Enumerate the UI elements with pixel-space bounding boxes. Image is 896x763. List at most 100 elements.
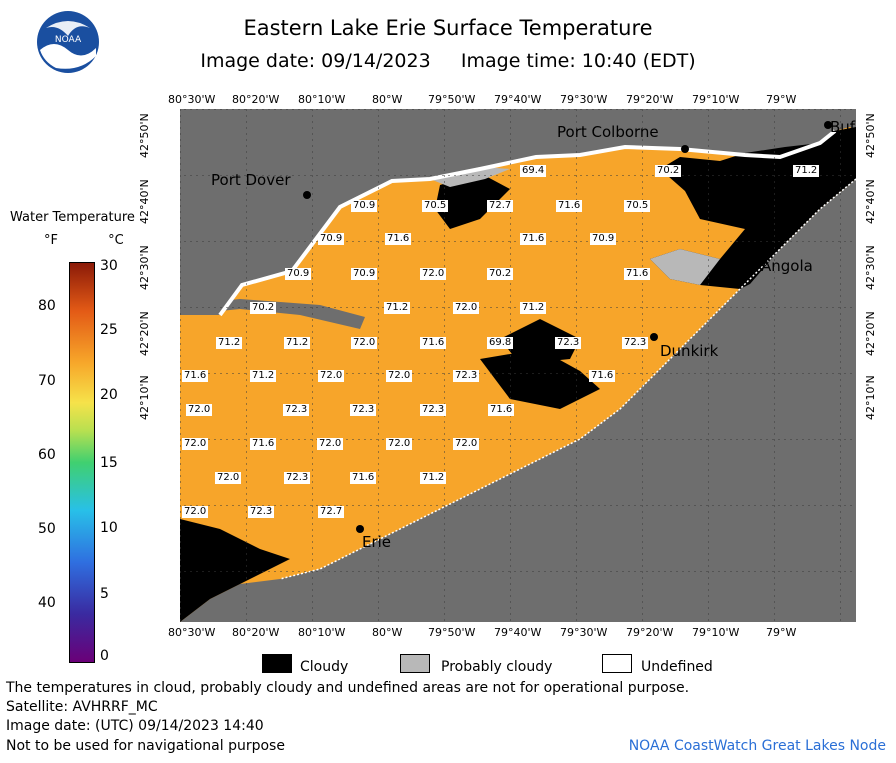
legend-c-tick: 5: [100, 586, 109, 602]
temperature-label: 71.2: [216, 337, 243, 349]
temperature-label: 72.0: [186, 404, 213, 416]
temperature-label: 72.0: [318, 370, 345, 382]
temperature-label: 71.6: [624, 268, 651, 280]
temperature-label: 71.2: [793, 165, 820, 177]
temperature-label: 69.8: [487, 337, 514, 349]
noaa-logo: NOAA: [36, 10, 100, 74]
lon-tick: 79°40'W: [494, 626, 542, 639]
lat-tick: 42°10'N: [864, 375, 877, 420]
temperature-label: 71.6: [250, 438, 277, 450]
lon-tick: 80°W: [372, 93, 403, 106]
temperature-label: 72.3: [350, 404, 377, 416]
temperature-label: 72.7: [318, 506, 345, 518]
temperature-label: 70.9: [351, 268, 378, 280]
lon-tick: 80°10'W: [298, 626, 346, 639]
temperature-label: 72.0: [317, 438, 344, 450]
temperature-label: 72.0: [386, 438, 413, 450]
temperature-label: 71.6: [556, 200, 583, 212]
color-scale-bar: [69, 262, 95, 663]
unit-c: °C: [108, 233, 124, 248]
lon-tick: 79°50'W: [428, 93, 476, 106]
temperature-label: 72.0: [453, 302, 480, 314]
temperature-label: 72.3: [284, 472, 311, 484]
lon-tick: 79°10'W: [692, 626, 740, 639]
city-marker: [756, 249, 764, 257]
legend-c-tick: 15: [100, 455, 118, 471]
lat-tick: 42°20'N: [864, 311, 877, 356]
temperature-label: 72.0: [215, 472, 242, 484]
legend-f-tick: 80: [38, 298, 56, 314]
legend-c-tick: 0: [100, 648, 109, 664]
probably-cloudy-swatch: [400, 654, 430, 673]
temperature-label: 70.9: [285, 268, 312, 280]
temperature-label: 70.9: [590, 233, 617, 245]
lon-tick: 79°20'W: [626, 626, 674, 639]
temperature-label: 71.6: [520, 233, 547, 245]
lat-tick: 42°30'N: [138, 245, 151, 290]
temperature-label: 72.0: [351, 337, 378, 349]
temperature-label: 70.9: [351, 200, 378, 212]
lat-tick: 42°50'N: [138, 113, 151, 158]
legend-c-tick: 20: [100, 387, 118, 403]
temperature-label: 70.2: [655, 165, 682, 177]
lon-tick: 79°W: [766, 626, 797, 639]
temperature-label: 70.9: [318, 233, 345, 245]
lon-tick: 80°20'W: [232, 626, 280, 639]
place-label: Buf: [830, 118, 856, 136]
temperature-label: 71.2: [250, 370, 277, 382]
legend-c-tick: 30: [100, 258, 118, 274]
temperature-label: 72.3: [420, 404, 447, 416]
temperature-label: 72.0: [386, 370, 413, 382]
disclaimer-text: The temperatures in cloud, probably clou…: [6, 680, 690, 696]
temperature-label: 72.3: [453, 370, 480, 382]
temperature-label: 71.6: [589, 370, 616, 382]
lon-tick: 80°30'W: [168, 93, 216, 106]
place-label: Port Dover: [211, 171, 291, 189]
lake-map: [180, 109, 856, 622]
cloudy-label: Cloudy: [300, 659, 349, 675]
lon-tick: 79°20'W: [626, 93, 674, 106]
legend-c-tick: 10: [100, 520, 118, 536]
lat-tick: 42°20'N: [138, 311, 151, 356]
place-label: Erie: [362, 533, 392, 551]
credit-text: NOAA CoastWatch Great Lakes Node: [628, 738, 886, 754]
lon-tick: 79°10'W: [692, 93, 740, 106]
legend-title: Water Temperature: [10, 210, 135, 225]
city-marker: [303, 191, 311, 199]
temperature-label: 71.2: [520, 302, 547, 314]
undefined-label: Undefined: [641, 659, 713, 675]
lon-tick: 79°W: [766, 93, 797, 106]
place-label: Dunkirk: [660, 342, 719, 360]
city-marker: [824, 121, 832, 129]
legend-f-tick: 70: [38, 373, 56, 389]
temperature-label: 71.6: [420, 337, 447, 349]
image-datetime: Image date: 09/14/2023 Image time: 10:40…: [200, 50, 696, 72]
navigation-warning: Not to be used for navigational purpose: [6, 738, 285, 754]
city-marker: [650, 333, 658, 341]
temperature-label: 70.5: [422, 200, 449, 212]
logo-text: NOAA: [55, 35, 82, 45]
lat-tick: 42°40'N: [864, 179, 877, 224]
lat-tick: 42°40'N: [138, 179, 151, 224]
temperature-label: 72.0: [420, 268, 447, 280]
utc-date-text: Image date: (UTC) 09/14/2023 14:40: [6, 718, 264, 734]
undefined-swatch: [602, 654, 632, 673]
temperature-label: 72.7: [487, 200, 514, 212]
place-label: Port Colborne: [557, 123, 659, 141]
lon-tick: 80°20'W: [232, 93, 280, 106]
temperature-label: 70.2: [250, 302, 277, 314]
temperature-label: 71.6: [350, 472, 377, 484]
lon-tick: 79°30'W: [560, 626, 608, 639]
lon-tick: 79°50'W: [428, 626, 476, 639]
place-label: Angola: [761, 257, 813, 275]
cloudy-swatch: [262, 654, 292, 673]
unit-f: °F: [44, 233, 58, 248]
legend-units: °F °C: [44, 233, 134, 248]
temperature-label: 71.2: [284, 337, 311, 349]
lon-tick: 80°10'W: [298, 93, 346, 106]
legend-f-tick: 50: [38, 521, 56, 537]
lat-tick: 42°10'N: [138, 375, 151, 420]
lon-tick: 80°30'W: [168, 626, 216, 639]
temperature-label: 71.2: [384, 302, 411, 314]
temperature-label: 71.6: [385, 233, 412, 245]
